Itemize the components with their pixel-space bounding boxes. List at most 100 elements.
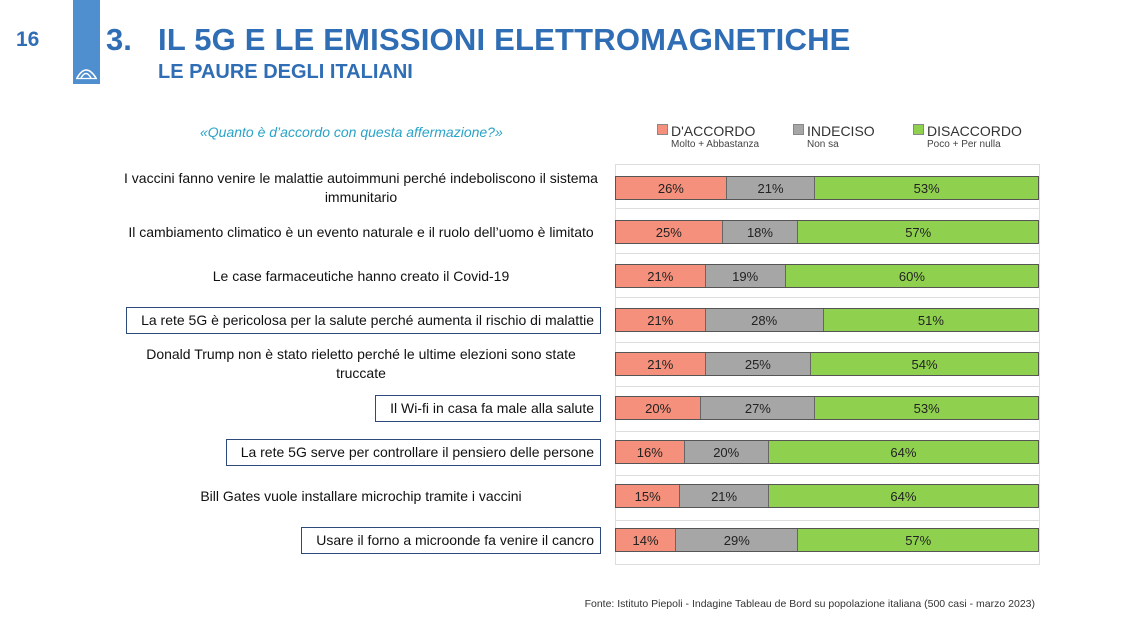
statement-label: I vaccini fanno venire le malattie autoi… [124, 170, 598, 205]
legend-sublabel: Molto + Abbastanza [671, 139, 760, 150]
data-label: 60% [898, 268, 925, 284]
grid-line [615, 386, 1040, 388]
bar-segment-indeciso: 21% [679, 485, 768, 507]
data-label: 21% [647, 356, 674, 372]
legend-item: D'ACCORDO Molto + Abbastanza [657, 122, 759, 150]
bar-row: 20% 27% 53% [615, 396, 1039, 420]
bar-segment-disaccordo: 51% [822, 309, 1038, 331]
page-subtitle: LE PAURE DEGLI ITALIANI [158, 61, 413, 83]
data-label: 19% [732, 268, 759, 284]
bar-segment-disaccordo: 64% [767, 485, 1038, 507]
statement-label: La rete 5G è pericolosa per la salute pe… [126, 306, 601, 334]
bar-segment-indeciso: 25% [704, 353, 811, 375]
grid-line [615, 252, 1040, 254]
data-label: 64% [890, 444, 917, 460]
bar-row: 14% 29% 57% [615, 528, 1039, 552]
data-label: 21% [647, 312, 674, 328]
data-label: 20% [645, 400, 672, 416]
page-title: IL 5G E LE EMISSIONI ELETTROMAGNETICHE [158, 22, 851, 57]
legend-swatch [913, 124, 924, 136]
data-label: 18% [746, 224, 773, 240]
bar-row: 25% 18% 57% [615, 220, 1039, 244]
brand-logo-icon [76, 69, 97, 80]
data-label: 20% [713, 444, 740, 460]
grid-line [615, 564, 1040, 565]
data-label: 21% [647, 268, 674, 284]
statement-label: La rete 5G serve per controllare il pens… [225, 438, 601, 466]
bar-row: 21% 28% 51% [615, 308, 1039, 332]
legend-item: DISACCORDO Poco + Per nulla [913, 122, 1022, 150]
data-label: 27% [744, 400, 771, 416]
grid-line [615, 208, 1040, 210]
bar-row: 26% 21% 53% [615, 176, 1039, 200]
bar-segment-indeciso: 21% [725, 177, 815, 199]
grid-line [615, 430, 1040, 432]
bar-segment-disaccordo: 60% [784, 265, 1038, 287]
data-label: 25% [655, 224, 682, 240]
bar-segment-accordo: 21% [616, 265, 705, 287]
bar-segment-indeciso: 28% [704, 309, 823, 331]
legend-label: DISACCORDO [927, 122, 1022, 139]
legend-item: INDECISO Non sa [793, 122, 875, 150]
bar-segment-disaccordo: 57% [797, 529, 1038, 551]
grid-line [615, 164, 1040, 165]
data-label: 57% [905, 532, 932, 548]
bar-segment-indeciso: 29% [675, 529, 798, 551]
bar-segment-accordo: 21% [616, 353, 705, 375]
legend-sublabel: Poco + Per nulla [927, 139, 1001, 150]
bar-row: 16% 20% 64% [615, 440, 1039, 464]
bar-segment-indeciso: 27% [700, 397, 815, 419]
data-label: 53% [913, 180, 940, 196]
statement-label: Donald Trump non è stato rieletto perché… [146, 346, 576, 381]
legend-swatch [657, 124, 668, 136]
bar-segment-accordo: 26% [616, 177, 726, 199]
data-label: 25% [744, 356, 771, 372]
source-note: Fonte: Istituto Piepoli - Indagine Table… [584, 598, 1035, 610]
bar-row: 21% 19% 60% [615, 264, 1039, 288]
bar-row: 21% 25% 54% [615, 352, 1039, 376]
grid-line [615, 519, 1040, 521]
bar-segment-accordo: 15% [616, 485, 680, 507]
data-label: 57% [905, 224, 932, 240]
bar-segment-disaccordo: 53% [814, 397, 1038, 419]
legend-sublabel: Non sa [807, 139, 839, 150]
bar-segment-disaccordo: 54% [810, 353, 1038, 375]
data-label: 15% [634, 488, 661, 504]
bar-segment-accordo: 16% [616, 441, 684, 463]
bar-row: 15% 21% 64% [615, 484, 1039, 508]
data-label: 14% [632, 532, 659, 548]
page-number: 16 [16, 28, 40, 51]
bar-segment-indeciso: 20% [683, 441, 768, 463]
statement-label: Bill Gates vuole installare microchip tr… [200, 487, 522, 504]
brand-logo-bar [73, 0, 100, 84]
data-label: 53% [913, 400, 940, 416]
data-label: 21% [757, 180, 784, 196]
survey-question: «Quanto è d’accordo con questa affermazi… [200, 124, 503, 140]
data-label: 29% [723, 532, 750, 548]
grid-line [615, 297, 1040, 299]
bar-segment-disaccordo: 57% [797, 221, 1038, 243]
data-label: 21% [711, 488, 738, 504]
legend-label: D'ACCORDO [671, 122, 756, 139]
statement-label: Usare il forno a microonde fa venire il … [301, 526, 601, 554]
data-label: 28% [751, 312, 778, 328]
grid-line [1039, 164, 1040, 564]
statement-label: Le case farmaceutiche hanno creato il Co… [212, 267, 510, 284]
statement-label: Il Wi-fi in casa fa male alla salute [375, 394, 601, 422]
legend-label: INDECISO [807, 122, 875, 139]
bar-segment-accordo: 25% [616, 221, 722, 243]
bar-segment-disaccordo: 53% [814, 177, 1038, 199]
statement-label: Il cambiamento climatico è un evento nat… [128, 223, 594, 240]
bar-segment-accordo: 21% [616, 309, 705, 331]
data-label: 54% [911, 356, 938, 372]
bar-segment-indeciso: 19% [704, 265, 785, 287]
bar-segment-accordo: 20% [616, 397, 701, 419]
data-label: 16% [636, 444, 663, 460]
bar-segment-indeciso: 18% [721, 221, 798, 243]
legend-swatch [793, 124, 804, 136]
data-label: 64% [890, 488, 917, 504]
bar-segment-accordo: 14% [616, 529, 676, 551]
grid-line [615, 475, 1040, 477]
bar-segment-disaccordo: 64% [767, 441, 1038, 463]
data-label: 51% [917, 312, 944, 328]
